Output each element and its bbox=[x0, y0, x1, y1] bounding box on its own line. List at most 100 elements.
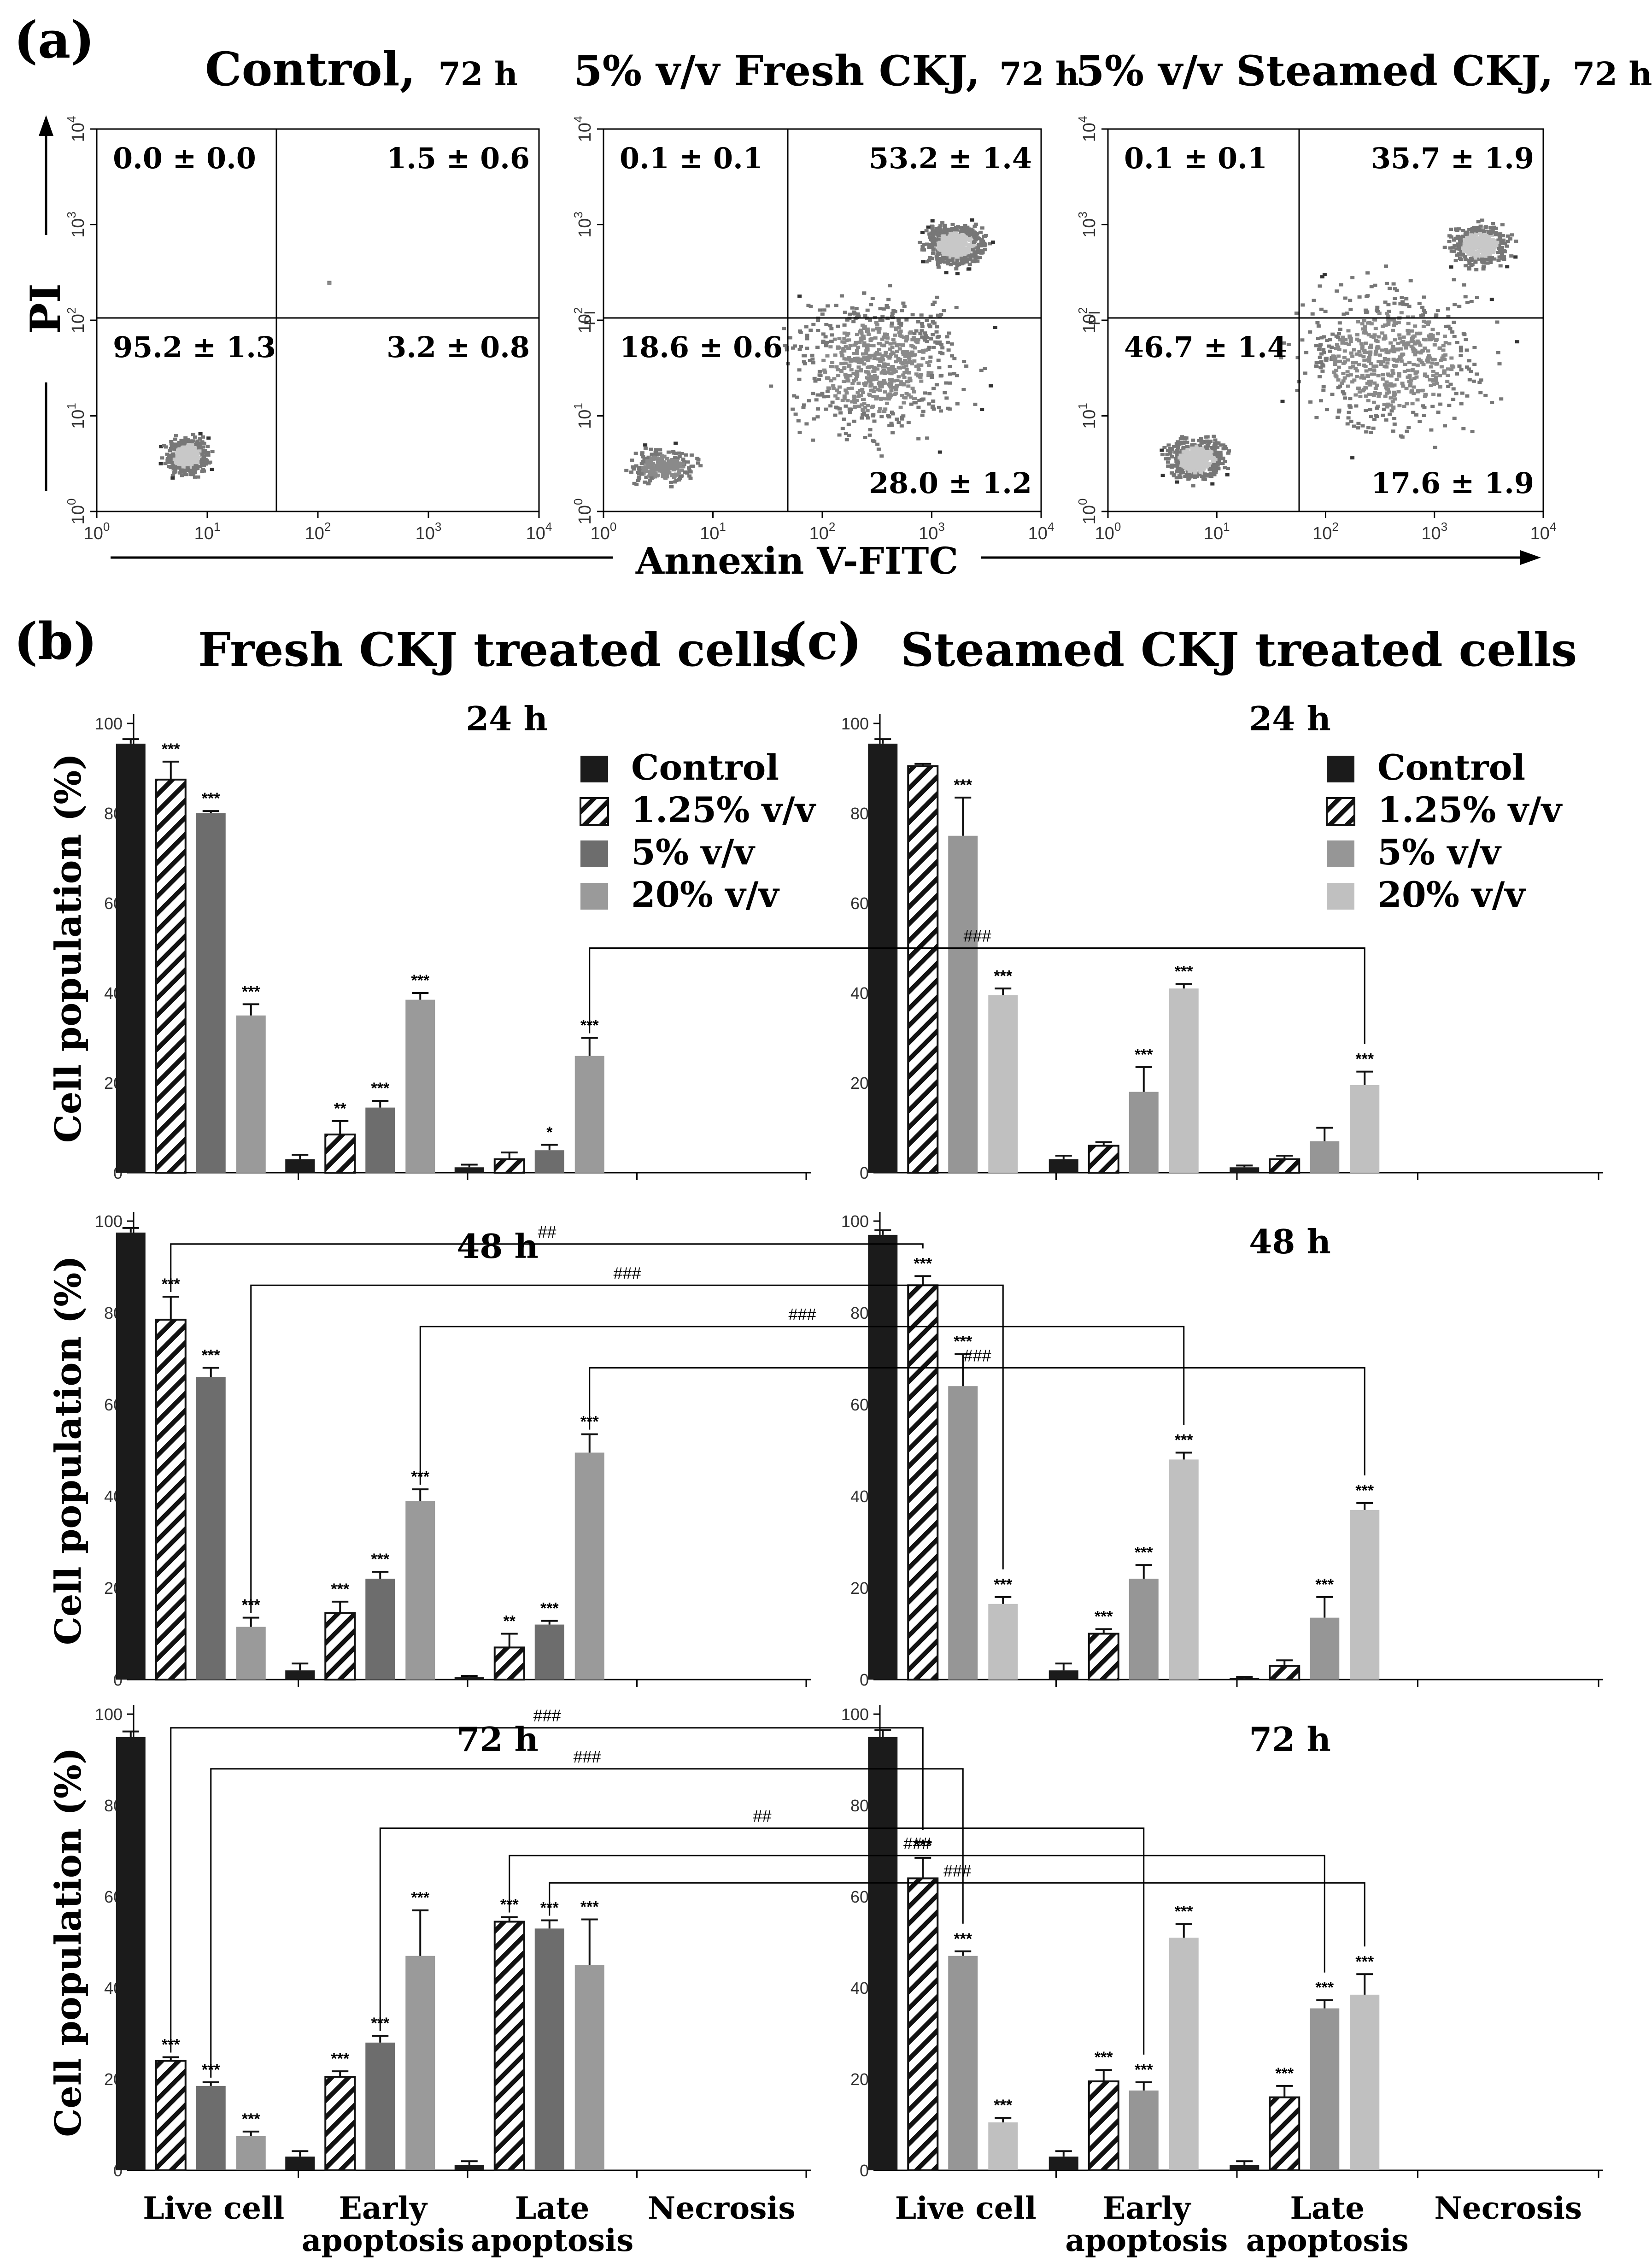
tick-exponent: 3 bbox=[1441, 520, 1447, 534]
flow-event-dot bbox=[1430, 328, 1435, 331]
flow-event-dot bbox=[1364, 369, 1369, 373]
flow-event-dot bbox=[1180, 467, 1184, 471]
flow-event-dot bbox=[1456, 235, 1460, 238]
flow-event-dot bbox=[847, 434, 851, 437]
tick-base: 10 bbox=[591, 524, 610, 543]
flow-title-main: 5% v/v Steamed CKJ, bbox=[1076, 47, 1553, 95]
flow-event-dot bbox=[952, 357, 957, 360]
flow-event-dot bbox=[946, 348, 951, 352]
flow-event-dot bbox=[934, 255, 939, 259]
flow-event-dot bbox=[782, 327, 786, 330]
flow-event-dot bbox=[1467, 378, 1472, 382]
flow-event-dot bbox=[1367, 380, 1371, 383]
flow-event-dot bbox=[833, 353, 838, 357]
flow-event-dot bbox=[921, 410, 926, 413]
flow-event-dot bbox=[1183, 460, 1188, 464]
flow-event-dot bbox=[871, 344, 876, 347]
flow-event-dot bbox=[1488, 261, 1493, 264]
flow-event-dot bbox=[906, 393, 911, 397]
tick-exponent: 1 bbox=[1076, 403, 1090, 409]
flow-event-dot bbox=[1348, 307, 1353, 311]
flow-event-dot bbox=[1464, 264, 1468, 268]
flow-event-dot bbox=[845, 399, 850, 403]
flow-event-dot bbox=[912, 332, 917, 335]
flow-event-dot bbox=[895, 383, 899, 387]
flow-event-dot bbox=[649, 456, 653, 460]
flow-event-dot bbox=[1219, 443, 1224, 447]
flow-event-dot bbox=[1336, 354, 1341, 358]
flow-event-dot bbox=[1454, 247, 1459, 251]
flow-event-dot bbox=[1191, 462, 1196, 466]
flow-event-dot bbox=[1383, 336, 1388, 340]
flow-event-dot bbox=[176, 452, 181, 456]
flow-event-dot bbox=[897, 359, 902, 362]
flow-event-dot bbox=[815, 415, 820, 419]
significance-stars: *** bbox=[242, 983, 260, 1000]
flow-event-dot bbox=[650, 465, 655, 469]
flow-event-dot bbox=[887, 424, 892, 428]
flow-event-dot bbox=[912, 359, 917, 363]
flow-event-dot bbox=[869, 303, 873, 306]
flow-event-dot bbox=[1514, 239, 1518, 243]
flow-event-dot bbox=[826, 395, 831, 398]
flow-event-dot bbox=[900, 309, 904, 312]
flow-event-dot bbox=[929, 337, 933, 341]
flow-event-dot bbox=[916, 320, 920, 323]
flow-event-dot bbox=[1209, 450, 1214, 453]
flow-event-dot bbox=[844, 432, 848, 435]
flow-event-dot bbox=[1500, 246, 1504, 249]
flow-event-dot bbox=[684, 453, 688, 457]
flow-event-dot bbox=[1454, 392, 1459, 395]
flow-event-dot bbox=[1390, 318, 1394, 322]
flow-event-dot bbox=[1490, 232, 1495, 235]
flow-event-dot bbox=[670, 458, 674, 462]
flow-event-dot bbox=[165, 457, 170, 460]
legend-label: Control bbox=[1377, 747, 1525, 788]
flow-event-dot bbox=[1200, 463, 1204, 466]
flow-event-dot bbox=[828, 345, 833, 349]
flow-event-dot bbox=[942, 309, 946, 312]
flow-x-tick-label: 102 bbox=[809, 520, 836, 543]
flow-event-dot bbox=[1200, 440, 1205, 443]
flow-y-tick-label: 102 bbox=[571, 307, 595, 334]
flow-event-dot bbox=[1178, 441, 1183, 444]
flow-event-dot bbox=[915, 341, 920, 345]
flow-event-dot bbox=[1422, 309, 1426, 312]
bracket-label: ### bbox=[533, 1706, 561, 1725]
flow-event-dot bbox=[1336, 345, 1341, 349]
flow-event-dot bbox=[848, 359, 853, 363]
flow-event-dot bbox=[1347, 343, 1351, 347]
flow-x-tick-label: 104 bbox=[1028, 520, 1054, 543]
flow-event-dot bbox=[1483, 394, 1488, 397]
flow-event-dot bbox=[1492, 225, 1496, 229]
flow-event-dot bbox=[866, 370, 871, 374]
flow-event-dot bbox=[815, 393, 820, 397]
flow-event-dot bbox=[643, 447, 648, 450]
flow-event-dot bbox=[1461, 229, 1465, 232]
flow-event-dot bbox=[1368, 368, 1372, 371]
flow-event-dot bbox=[1318, 399, 1323, 403]
flow-event-dot bbox=[1430, 361, 1435, 365]
y-tick-label: 0 bbox=[860, 1163, 869, 1182]
flow-event-dot bbox=[1348, 405, 1353, 409]
flow-event-dot bbox=[844, 345, 848, 348]
flow-x-tick-label: 104 bbox=[1530, 520, 1557, 543]
flow-event-dot bbox=[909, 344, 914, 347]
panel-c-label: (c) bbox=[783, 611, 862, 671]
flow-event-dot bbox=[1392, 417, 1397, 420]
flow-event-dot bbox=[838, 407, 842, 411]
flow-event-dot bbox=[879, 397, 884, 401]
flow-event-dot bbox=[1330, 332, 1335, 336]
flow-event-dot bbox=[167, 454, 171, 457]
flow-event-dot bbox=[960, 234, 964, 237]
flow-event-dot bbox=[1458, 243, 1463, 247]
tick-base: 10 bbox=[1080, 410, 1099, 429]
flow-event-dot bbox=[159, 445, 164, 448]
flow-event-dot bbox=[1210, 482, 1215, 486]
flow-event-dot bbox=[940, 260, 945, 264]
flow-event-dot bbox=[1181, 441, 1185, 445]
flow-event-dot bbox=[201, 441, 205, 445]
flow-event-dot bbox=[1198, 443, 1202, 447]
flow-event-dot bbox=[1318, 284, 1322, 288]
